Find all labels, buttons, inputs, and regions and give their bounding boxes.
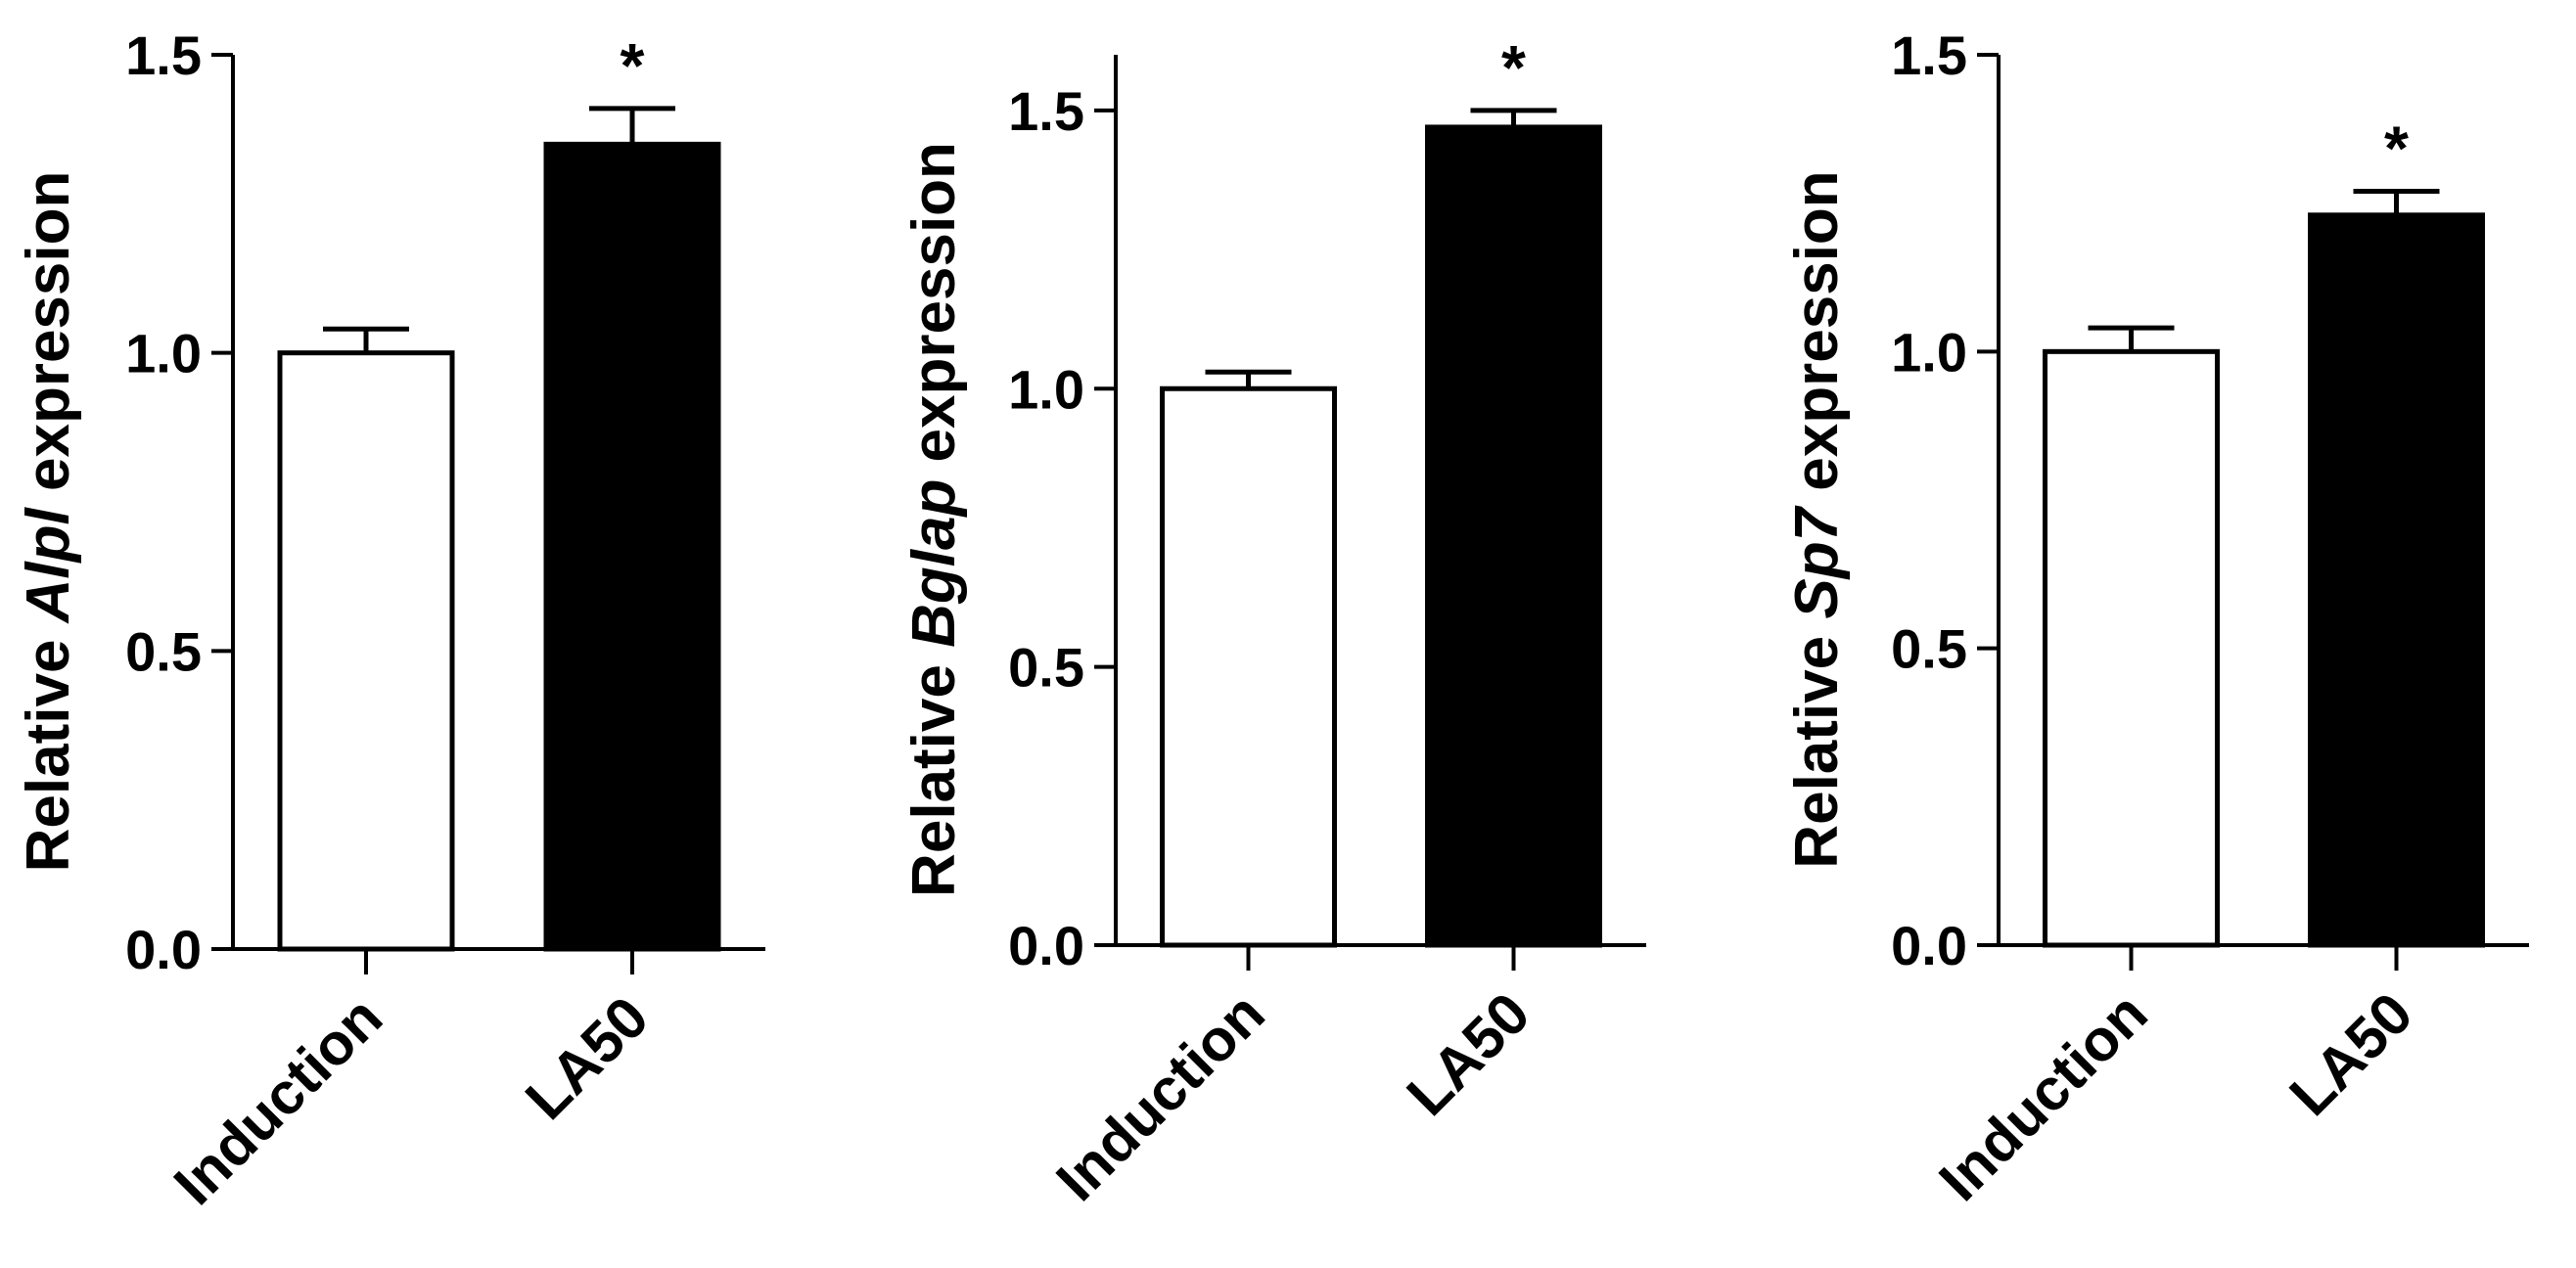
bar-la50 (2308, 212, 2485, 948)
y-tick-label: 1.0 (1008, 358, 1084, 420)
category-label: Induction (1926, 980, 2159, 1213)
category-label: LA50 (513, 984, 661, 1132)
panel-2: 0.0 0.5 1.0 1.5 Relative Bglap expression Ind… (900, 32, 1646, 1213)
y-axis-label-suffix: expression (900, 142, 968, 479)
y-axis-label-gene: Alpl (15, 506, 82, 624)
category-label: Induction (1043, 980, 1276, 1213)
y-tick-label: 0.5 (1891, 618, 1967, 680)
y-axis-label-suffix: expression (15, 171, 82, 509)
category-label: LA50 (2277, 980, 2425, 1128)
panel-3: 0.0 0.5 1.0 1.5 Relative Sp7 expression Induc… (1783, 24, 2529, 1213)
y-tick-label: 0.0 (1008, 915, 1084, 976)
bar-induction (277, 350, 455, 952)
y-axis-label-gene: Bglap (900, 479, 968, 648)
y-tick-label: 1.5 (1891, 24, 1967, 86)
y-axis-label-prefix: Relative (1783, 619, 1851, 869)
category-label: Induction (161, 984, 394, 1217)
y-tick-label: 1.5 (1008, 80, 1084, 142)
y-tick-label: 1.0 (125, 323, 202, 385)
panel-1: 0.0 0.5 1.0 1.5 Relative Alpl expression Indu… (15, 24, 765, 1217)
y-axis-label: Relative Sp7 expression (1783, 170, 1851, 868)
y-axis-label: Relative Alpl expression (15, 171, 82, 873)
bar-la50 (1425, 124, 1602, 948)
significance-marker: * (1501, 32, 1526, 103)
y-axis-label: Relative Bglap expression (900, 142, 968, 897)
y-tick-label: 0.0 (125, 919, 202, 980)
y-axis-label-prefix: Relative (900, 648, 968, 897)
y-tick-label: 0.0 (1891, 915, 1967, 976)
y-tick-label: 1.5 (125, 24, 202, 86)
y-tick-label: 0.5 (125, 620, 202, 682)
significance-marker: * (2384, 113, 2409, 184)
y-axis-label-gene: Sp7 (1783, 505, 1851, 618)
category-label: LA50 (1395, 980, 1542, 1128)
y-tick-label: 1.0 (1891, 321, 1967, 383)
y-axis-label-suffix: expression (1783, 170, 1851, 508)
bar-la50 (543, 141, 721, 952)
significance-marker: * (621, 30, 645, 101)
bar-induction (2043, 348, 2220, 948)
y-axis-label-prefix: Relative (15, 622, 82, 872)
y-tick-label: 0.5 (1008, 637, 1084, 699)
bar-induction (1160, 385, 1337, 948)
